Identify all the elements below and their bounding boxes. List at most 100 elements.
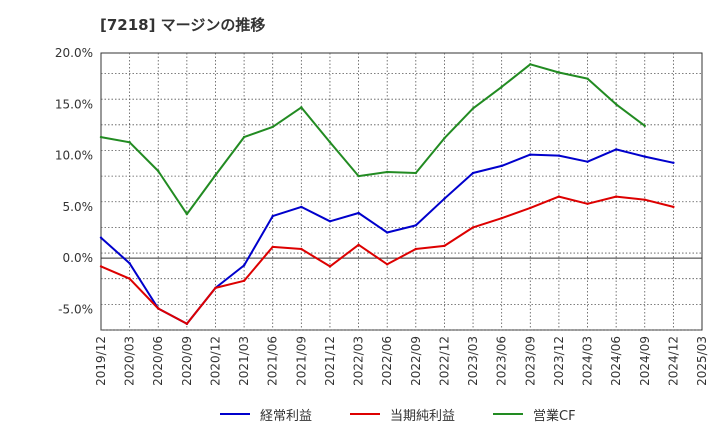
x-tick-label: 2023/06 [495, 336, 509, 386]
data-point-series-2 [185, 322, 189, 326]
data-point-series-3 [128, 141, 131, 144]
y-tick-label: 5.0% [63, 200, 94, 214]
grid-lines [101, 53, 702, 331]
x-tick-label: 2023/09 [523, 336, 537, 386]
legend-label-net-income: 当期純利益 [390, 408, 456, 424]
data-point-series-3 [99, 135, 103, 139]
x-tick-label: 2020/06 [151, 336, 165, 386]
legend-swatch-operating-cf [493, 413, 523, 415]
data-point-series-3 [271, 125, 274, 129]
data-point-series-2 [128, 277, 131, 280]
legend: 経常利益 当期純利益 営業CF [0, 402, 720, 426]
y-tick-label: 20.0% [55, 46, 93, 60]
data-point-series-1 [614, 148, 618, 151]
x-tick-label: 2022/03 [352, 336, 366, 386]
data-point-series-1 [586, 160, 589, 163]
data-point-series-3 [300, 106, 303, 109]
plot-area [100, 52, 703, 331]
series-line-3 [100, 63, 646, 216]
legend-swatch-net-income [350, 413, 380, 415]
data-point-series-2 [529, 206, 532, 210]
data-point-series-2 [385, 263, 389, 266]
data-point-series-1 [672, 161, 675, 164]
x-tick-label: 2019/12 [94, 336, 108, 386]
data-point-series-1 [271, 214, 274, 218]
data-point-series-2 [99, 265, 103, 268]
x-tick-label: 2020/09 [180, 336, 194, 386]
x-tick-label: 2020/03 [123, 336, 137, 386]
legend-item-ordinary-profit: 経常利益 [220, 402, 312, 426]
x-tick-label: 2024/09 [638, 336, 652, 386]
data-point-series-2 [414, 247, 418, 251]
data-point-series-2 [214, 286, 217, 290]
y-axis-ticks: 20.0% 15.0% 10.0% 5.0% 0.0% -5.0% [55, 46, 93, 316]
data-point-series-3 [414, 171, 418, 175]
y-tick-label: 10.0% [55, 149, 93, 163]
data-point-series-1 [128, 262, 131, 265]
data-point-series-1 [357, 211, 360, 215]
x-tick-label: 2022/12 [437, 336, 451, 386]
data-point-series-1 [414, 224, 418, 227]
data-point-series-2 [557, 195, 561, 198]
x-tick-label: 2023/03 [466, 336, 480, 386]
data-point-series-1 [242, 264, 246, 267]
data-point-series-3 [614, 103, 618, 106]
data-point-series-3 [643, 124, 646, 128]
legend-item-net-income: 当期純利益 [350, 402, 455, 426]
data-point-series-1 [99, 236, 103, 239]
x-tick-label: 2022/09 [409, 336, 423, 386]
data-point-series-2 [357, 243, 360, 247]
data-point-series-2 [471, 226, 475, 229]
data-point-series-2 [271, 245, 274, 249]
data-point-series-1 [643, 155, 646, 158]
y-tick-label: -5.0% [58, 302, 93, 316]
x-tick-label: 2021/03 [237, 336, 251, 386]
data-point-series-3 [242, 135, 246, 139]
x-tick-label: 2021/09 [294, 336, 308, 386]
data-point-series-1 [529, 153, 532, 156]
data-point-series-3 [385, 170, 389, 174]
data-point-series-2 [672, 205, 675, 209]
data-point-series-3 [328, 141, 332, 144]
data-point-series-3 [471, 107, 475, 110]
data-point-series-2 [586, 202, 589, 206]
data-point-series-2 [643, 198, 646, 201]
data-point-series-2 [443, 244, 446, 248]
data-point-series-1 [471, 171, 475, 175]
chart-title: [7218] マージンの推移 [100, 16, 266, 34]
data-point-series-2 [300, 247, 303, 251]
data-point-series-1 [500, 164, 503, 168]
x-tick-label: 2024/12 [666, 336, 680, 386]
data-point-series-1 [300, 205, 303, 209]
legend-swatch-ordinary-profit [220, 413, 250, 415]
x-tick-label: 2021/06 [266, 336, 280, 386]
data-point-series-3 [214, 173, 217, 177]
x-tick-label: 2021/12 [323, 336, 337, 386]
y-tick-label: 0.0% [63, 251, 94, 265]
data-point-series-3 [500, 85, 503, 89]
legend-label-ordinary-profit: 経常利益 [260, 408, 313, 424]
data-point-series-1 [328, 220, 332, 223]
data-point-series-1 [557, 154, 561, 157]
y-tick-label: 15.0% [55, 97, 93, 111]
data-point-series-3 [557, 71, 561, 74]
legend-item-operating-cf: 営業CF [493, 402, 576, 426]
data-point-series-3 [443, 136, 446, 140]
legend-label-operating-cf: 営業CF [533, 408, 576, 424]
x-tick-label: 2025/03 [695, 336, 709, 386]
x-tick-label: 2020/12 [208, 336, 222, 386]
data-point-series-3 [357, 174, 360, 178]
data-point-series-3 [529, 63, 532, 66]
data-point-series-2 [242, 279, 246, 282]
data-point-series-2 [157, 307, 160, 310]
data-point-series-2 [614, 195, 618, 198]
x-tick-label: 2024/03 [581, 336, 595, 386]
x-tick-label: 2022/06 [380, 336, 394, 386]
data-point-series-1 [443, 197, 446, 200]
data-point-series-3 [157, 169, 160, 173]
data-point-series-3 [586, 77, 589, 80]
data-point-series-3 [185, 212, 189, 216]
x-tick-label: 2024/06 [609, 336, 623, 386]
data-point-series-2 [500, 216, 503, 220]
